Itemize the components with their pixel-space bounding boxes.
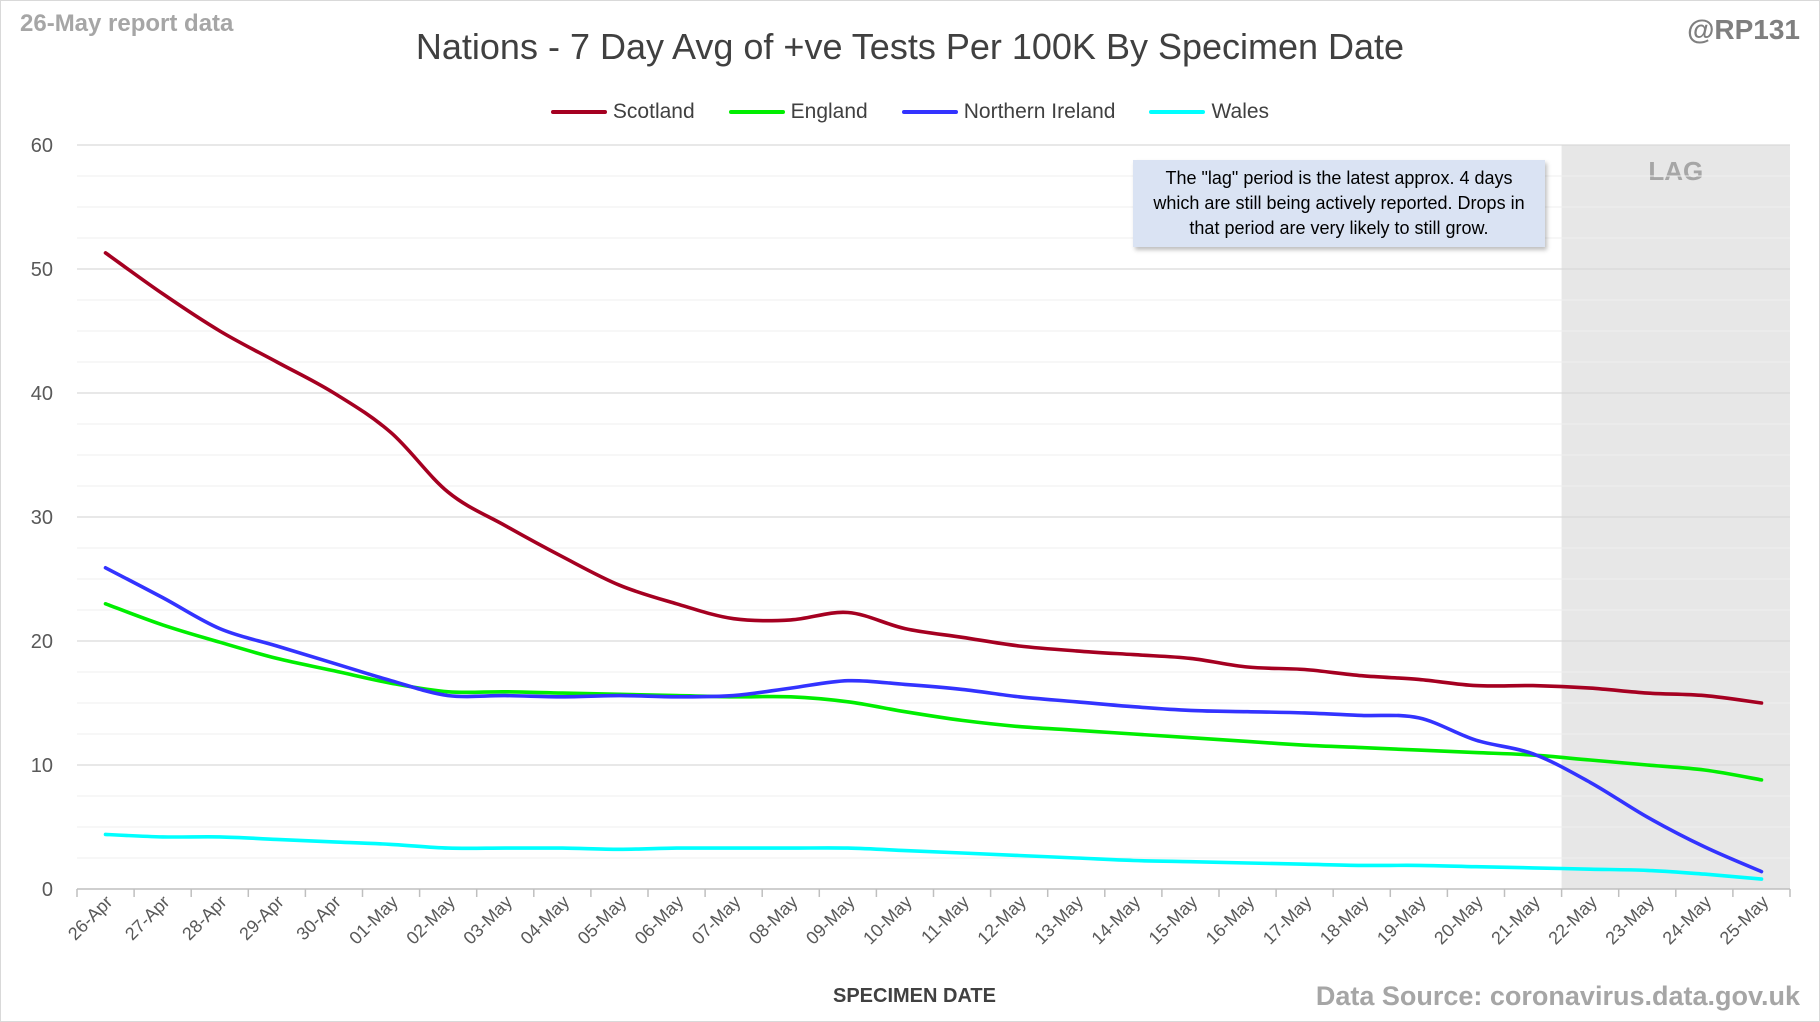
x-tick-label: 10-May (859, 892, 916, 949)
x-tick-label: 29-Apr (235, 892, 287, 944)
x-tick-label: 13-May (1030, 892, 1087, 949)
chart-title: Nations - 7 Day Avg of +ve Tests Per 100… (415, 26, 1405, 67)
author-handle: @RP131 (1687, 14, 1800, 45)
y-tick-label: 10 (31, 755, 53, 777)
x-tick-label: 14-May (1088, 892, 1145, 949)
x-tick-label: 19-May (1373, 892, 1430, 949)
x-tick-label: 07-May (688, 892, 745, 949)
x-tick-label: 03-May (459, 892, 516, 949)
x-tick-label: 08-May (745, 892, 802, 949)
x-tick-label: 06-May (631, 892, 688, 949)
x-tick-label: 12-May (973, 892, 1030, 949)
y-tick-label: 60 (31, 135, 53, 157)
legend-label-wales: Wales (1211, 100, 1270, 123)
report-date-label: 26-May report data (20, 10, 234, 37)
x-tick-label: 25-May (1716, 892, 1773, 949)
legend-swatch-england (728, 110, 785, 114)
legend-swatch-wales (1149, 110, 1206, 114)
legend-item-wales: Wales (1149, 100, 1269, 124)
y-tick-label: 30 (31, 507, 53, 529)
x-tick-label: 23-May (1601, 892, 1658, 949)
series-line-england (103, 602, 1764, 782)
y-tick-label: 50 (31, 259, 53, 281)
y-tick-label: 20 (31, 631, 53, 653)
x-tick-label: 11-May (917, 892, 973, 948)
y-tick-label: 40 (31, 383, 53, 405)
legend-label-northern-ireland: Northern Ireland (963, 100, 1116, 123)
y-tick-label: 0 (42, 879, 53, 901)
x-tick-label: 16-May (1202, 892, 1259, 949)
x-tick-label: 02-May (402, 892, 459, 949)
x-tick-label: 01-May (345, 892, 402, 949)
legend-swatch-scotland (550, 110, 607, 114)
x-tick-label: 24-May (1659, 892, 1716, 949)
x-tick-label: 28-Apr (178, 892, 230, 944)
x-tick-label: 27-Apr (121, 892, 173, 944)
x-tick-label: 09-May (802, 892, 859, 949)
x-tick-label: 26-Apr (64, 892, 116, 944)
legend-swatch-northern-ireland (901, 110, 958, 114)
x-tick-label: 18-May (1316, 892, 1373, 949)
series-line-scotland (103, 251, 1764, 705)
x-tick-label: 05-May (574, 892, 631, 949)
legend-item-england: England (728, 100, 868, 124)
lag-label: LAG (1648, 156, 1703, 186)
legend-item-scotland: Scotland (550, 100, 695, 124)
x-tick-label: 21-May (1487, 892, 1544, 949)
x-axis-title: SPECIMEN DATE (833, 985, 996, 1007)
x-tick-label: 30-Apr (292, 892, 344, 944)
legend-item-northern-ireland: Northern Ireland (901, 100, 1116, 124)
x-tick-label: 04-May (517, 892, 574, 949)
series-line-northern-ireland (103, 566, 1764, 874)
data-source: Data Source: coronavirus.data.gov.uk (1315, 981, 1800, 1011)
chart-legend: Scotland England Northern Ireland Wales (0, 100, 1820, 124)
x-tick-label: 20-May (1430, 892, 1487, 949)
lag-note-box: The "lag" period is the latest approx. 4… (1133, 160, 1545, 247)
x-tick-label: 15-May (1145, 892, 1202, 949)
x-tick-label: 17-May (1259, 892, 1316, 949)
x-tick-label: 22-May (1544, 892, 1601, 949)
legend-label-england: England (790, 100, 868, 123)
series-line-wales (103, 832, 1764, 881)
legend-label-scotland: Scotland (612, 100, 695, 123)
